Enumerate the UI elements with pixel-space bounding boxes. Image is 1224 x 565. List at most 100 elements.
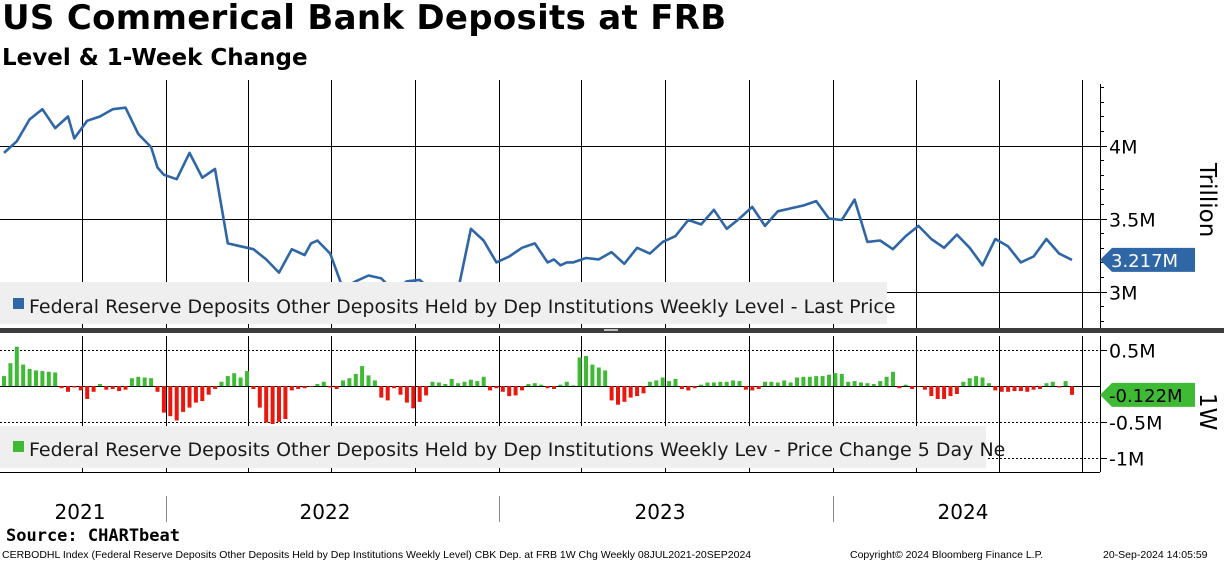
- weekly-change-bar: [328, 386, 333, 388]
- weekly-change-bar: [104, 386, 109, 390]
- weekly-change-bar: [935, 386, 940, 399]
- weekly-change-bar: [948, 386, 953, 397]
- weekly-change-bar: [117, 386, 122, 392]
- weekly-change-bar: [1025, 386, 1030, 392]
- legend-change[interactable]: Federal Reserve Deposits Other Deposits …: [0, 426, 1005, 468]
- weekly-change-bar: [833, 373, 838, 387]
- y-tick-label-change: -1M: [1109, 449, 1144, 471]
- weekly-change-bar: [347, 378, 352, 387]
- weekly-change-bar: [78, 386, 83, 391]
- weekly-change-bar: [571, 385, 576, 387]
- weekly-change-bar: [149, 378, 154, 387]
- weekly-change-bar: [481, 376, 486, 387]
- weekly-change-bar: [622, 386, 627, 402]
- weekly-change-bar: [315, 384, 320, 387]
- y-tick-label-change: 0.5M: [1109, 341, 1156, 363]
- last-value-change-callout: [1100, 382, 1195, 407]
- weekly-change-bar: [769, 381, 774, 387]
- weekly-change-bar: [679, 386, 684, 389]
- weekly-change-bar: [257, 386, 262, 408]
- chart-title: US Commerical Bank Deposits at FRB: [2, 0, 727, 38]
- weekly-change-bar: [475, 381, 480, 387]
- weekly-change-bar: [219, 381, 224, 387]
- weekly-change-bar: [954, 386, 959, 394]
- legend-change-background: [0, 426, 986, 468]
- panel-resize-handle[interactable]: [604, 329, 618, 331]
- weekly-change-bar: [430, 381, 435, 387]
- weekly-change-bar: [590, 364, 595, 387]
- last-value-change-label: -0.122M: [1109, 386, 1183, 407]
- weekly-change-bar: [558, 384, 563, 387]
- weekly-change-bar: [756, 386, 761, 389]
- weekly-change-bar: [859, 382, 863, 387]
- weekly-change-bar: [718, 381, 723, 387]
- y-tick-label-level: 3M: [1109, 283, 1137, 305]
- chart-subtitle: Level & 1-Week Change: [2, 45, 308, 71]
- weekly-change-bar: [424, 386, 429, 396]
- weekly-change-bar: [417, 386, 422, 402]
- weekly-change-bar: [8, 363, 13, 387]
- weekly-change-bar: [827, 374, 831, 387]
- weekly-change-bar: [986, 383, 991, 387]
- weekly-change-bar: [353, 373, 358, 387]
- weekly-change-bar: [392, 386, 397, 389]
- weekly-change-bar: [705, 382, 710, 387]
- x-tick-label: 2022: [300, 500, 351, 524]
- weekly-change-bar: [46, 371, 51, 387]
- weekly-change-bar: [245, 371, 249, 387]
- weekly-change-bar: [277, 386, 281, 422]
- weekly-change-bar: [711, 382, 716, 387]
- weekly-change-bar: [155, 386, 160, 392]
- weekly-change-bar: [743, 386, 748, 390]
- weekly-change-bar: [385, 386, 390, 401]
- weekly-change-bar: [641, 386, 646, 394]
- weekly-change-bar: [737, 381, 742, 387]
- weekly-change-bar: [532, 383, 537, 387]
- legend-level[interactable]: Federal Reserve Deposits Other Deposits …: [0, 282, 896, 324]
- weekly-change-bar: [795, 377, 799, 387]
- weekly-change-bar: [53, 372, 58, 387]
- weekly-change-bar: [302, 386, 307, 389]
- weekly-change-bar: [507, 386, 512, 397]
- weekly-change-bar: [609, 386, 614, 401]
- weekly-change-bar: [468, 379, 473, 387]
- weekly-change-bar: [922, 386, 927, 390]
- weekly-change-bar: [366, 375, 371, 387]
- weekly-change-bar: [699, 384, 704, 387]
- weekly-change-bar: [123, 386, 128, 390]
- weekly-change-bar: [372, 380, 377, 387]
- weekly-change-bar: [628, 386, 633, 398]
- weekly-change-bar: [673, 378, 678, 387]
- y-axis-title-level: Trillion: [1194, 162, 1220, 237]
- weekly-change-bar: [187, 386, 192, 408]
- weekly-change-bar: [820, 376, 825, 387]
- weekly-change-bar: [539, 384, 544, 387]
- legend-change-label: Federal Reserve Deposits Other Deposits …: [29, 439, 1005, 461]
- weekly-change-bar: [1063, 381, 1068, 387]
- weekly-change-bar: [161, 386, 166, 413]
- weekly-change-bar: [341, 380, 345, 387]
- legend-level-background: [0, 282, 887, 324]
- weekly-change-bar: [283, 386, 288, 419]
- weekly-change-bar: [181, 386, 186, 412]
- weekly-change-bar: [129, 378, 134, 387]
- weekly-change-bar: [603, 370, 608, 387]
- weekly-change-bar: [91, 386, 96, 392]
- weekly-change-bar: [404, 386, 409, 403]
- weekly-change-bar: [942, 386, 947, 399]
- weekly-change-bar: [289, 386, 294, 391]
- weekly-change-bar: [270, 386, 275, 424]
- weekly-change-bar: [993, 386, 998, 391]
- weekly-change-bar: [462, 381, 467, 387]
- weekly-change-bar: [584, 356, 588, 387]
- weekly-change-bar: [264, 386, 269, 423]
- weekly-change-bar: [564, 381, 569, 387]
- weekly-change-bar: [379, 386, 384, 398]
- legend-level-label: Federal Reserve Deposits Other Deposits …: [29, 296, 896, 318]
- weekly-change-bar: [225, 376, 230, 387]
- weekly-change-bar: [884, 376, 889, 387]
- weekly-change-bar: [193, 386, 198, 403]
- weekly-change-bar: [692, 386, 697, 389]
- weekly-change-bar: [865, 383, 870, 387]
- weekly-change-bar: [660, 377, 665, 387]
